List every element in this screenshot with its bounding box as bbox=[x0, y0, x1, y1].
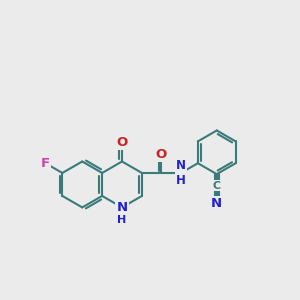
Text: F: F bbox=[41, 157, 50, 170]
Text: N
H: N H bbox=[176, 159, 186, 187]
Text: H: H bbox=[117, 215, 127, 225]
Text: O: O bbox=[156, 148, 167, 160]
Text: O: O bbox=[116, 136, 128, 149]
Text: C: C bbox=[213, 181, 221, 190]
Text: N: N bbox=[116, 201, 128, 214]
Text: N: N bbox=[211, 197, 222, 211]
